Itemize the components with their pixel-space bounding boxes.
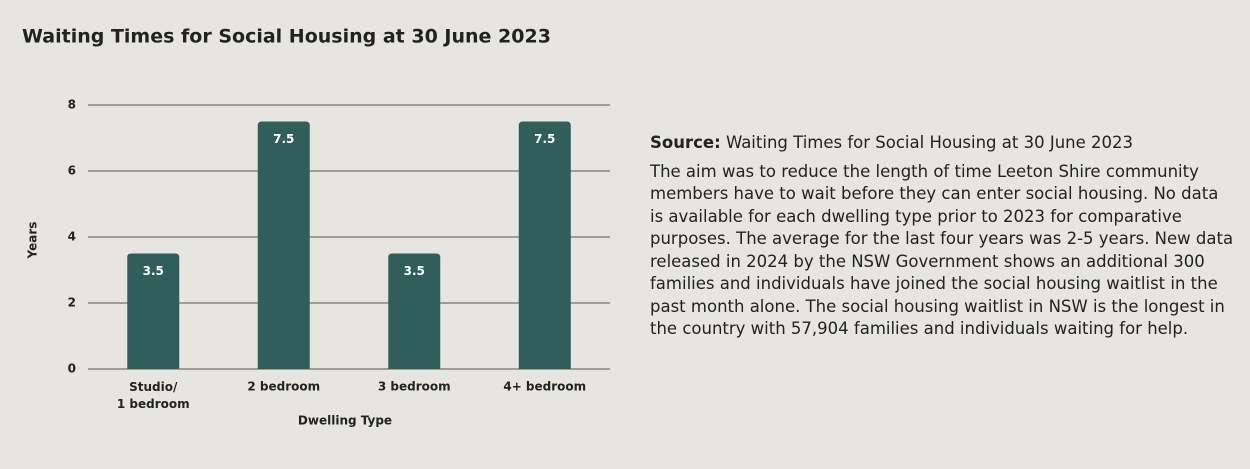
y-tick-label: 6 bbox=[68, 164, 76, 178]
y-tick-label: 0 bbox=[68, 362, 76, 376]
value-label: 7.5 bbox=[273, 132, 294, 146]
y-axis-label: Years bbox=[26, 222, 40, 260]
source-line: Source: Waiting Times for Social Housing… bbox=[650, 132, 1235, 155]
y-tick-label: 8 bbox=[68, 98, 76, 112]
bar bbox=[127, 253, 180, 369]
bar bbox=[518, 121, 571, 369]
x-tick-label: 4+ bedroom bbox=[503, 380, 586, 394]
x-tick-label: 3 bedroom bbox=[378, 380, 451, 394]
x-tick-label: 2 bedroom bbox=[247, 380, 320, 394]
bar bbox=[257, 121, 310, 369]
x-tick-label: Studio/1 bedroom bbox=[117, 380, 190, 411]
y-tick-label: 4 bbox=[68, 230, 76, 244]
bar bbox=[388, 253, 441, 369]
source-label: Source: bbox=[650, 133, 721, 152]
y-tick-label: 2 bbox=[68, 296, 76, 310]
x-axis-label: Dwelling Type bbox=[298, 414, 392, 428]
value-label: 7.5 bbox=[534, 132, 555, 146]
value-label: 3.5 bbox=[404, 264, 425, 278]
text-panel: Source: Waiting Times for Social Housing… bbox=[650, 132, 1235, 347]
chart-title: Waiting Times for Social Housing at 30 J… bbox=[22, 26, 551, 48]
body-text: The aim was to reduce the length of time… bbox=[650, 161, 1234, 339]
value-label: 3.5 bbox=[143, 264, 164, 278]
source-text: Waiting Times for Social Housing at 30 J… bbox=[725, 133, 1133, 152]
